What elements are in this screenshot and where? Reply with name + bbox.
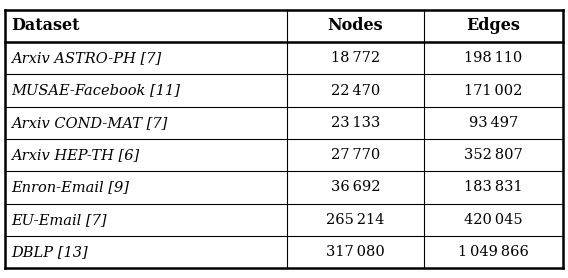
Text: 22 470: 22 470 — [331, 83, 380, 98]
Text: Arxiv ASTRO-PH [7]: Arxiv ASTRO-PH [7] — [11, 51, 162, 65]
Text: Dataset: Dataset — [11, 18, 80, 34]
Text: Arxiv HEP-TH [6]: Arxiv HEP-TH [6] — [11, 148, 140, 162]
Text: 183 831: 183 831 — [464, 180, 523, 195]
Text: 420 045: 420 045 — [464, 213, 523, 227]
Text: DBLP [13]: DBLP [13] — [11, 245, 88, 259]
Text: 1 049 866: 1 049 866 — [458, 245, 529, 259]
Text: Arxiv COND-MAT [7]: Arxiv COND-MAT [7] — [11, 116, 168, 130]
Text: 23 133: 23 133 — [331, 116, 380, 130]
Text: 171 002: 171 002 — [465, 83, 523, 98]
Text: Enron-Email [9]: Enron-Email [9] — [11, 180, 130, 195]
Text: 27 770: 27 770 — [331, 148, 380, 162]
Text: 352 807: 352 807 — [464, 148, 523, 162]
Text: MUSAE-Facebook [11]: MUSAE-Facebook [11] — [11, 83, 181, 98]
Text: 317 080: 317 080 — [326, 245, 385, 259]
Text: 18 772: 18 772 — [331, 51, 380, 65]
Text: Nodes: Nodes — [327, 18, 383, 34]
Text: 93 497: 93 497 — [469, 116, 518, 130]
Text: 265 214: 265 214 — [326, 213, 385, 227]
Text: EU-Email [7]: EU-Email [7] — [11, 213, 107, 227]
Text: Edges: Edges — [467, 18, 520, 34]
Text: 36 692: 36 692 — [331, 180, 380, 195]
Text: 198 110: 198 110 — [465, 51, 523, 65]
